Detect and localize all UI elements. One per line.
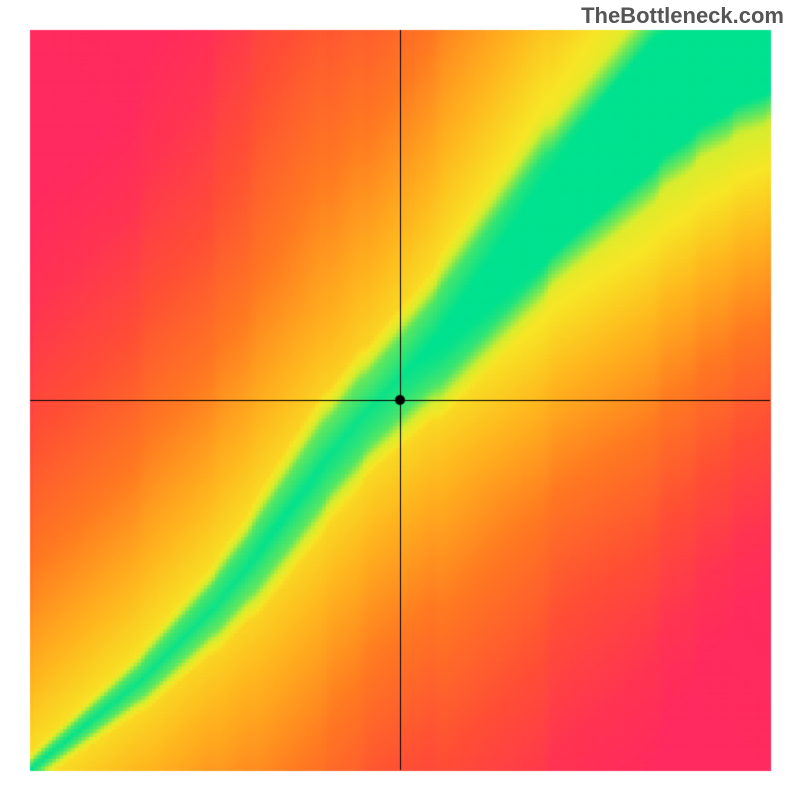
chart-container: TheBottleneck.com [0, 0, 800, 800]
bottleneck-heatmap [0, 0, 800, 800]
watermark-text: TheBottleneck.com [581, 3, 784, 29]
